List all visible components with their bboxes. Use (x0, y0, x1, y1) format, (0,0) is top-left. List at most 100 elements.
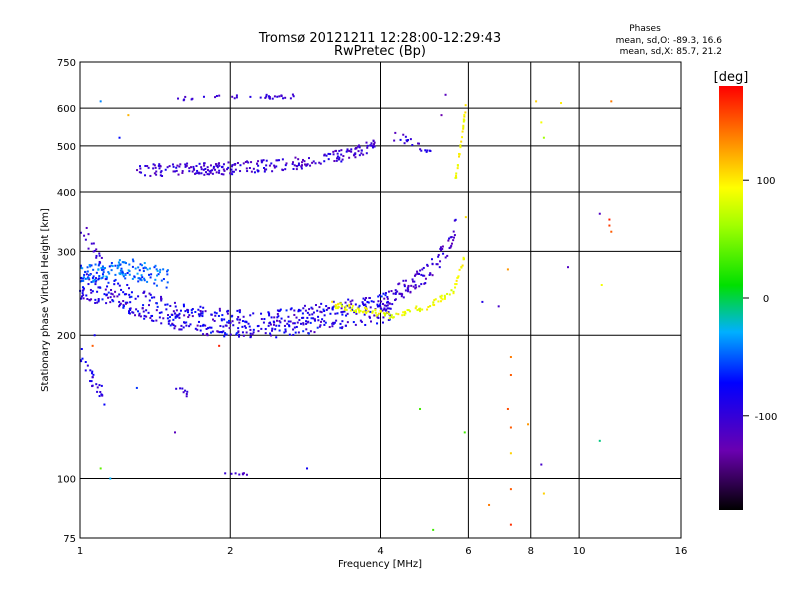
data-point (209, 171, 212, 174)
data-point (328, 326, 331, 329)
data-point (92, 279, 95, 282)
data-point (86, 364, 89, 367)
data-point (390, 314, 393, 317)
data-point (415, 286, 418, 289)
data-point (175, 309, 178, 312)
data-point (341, 313, 344, 316)
data-point (109, 301, 112, 304)
data-point (372, 146, 375, 149)
data-point (222, 325, 225, 328)
data-point (90, 281, 93, 284)
data-point (186, 311, 189, 314)
data-point (409, 138, 412, 141)
data-point (300, 165, 303, 168)
data-point (455, 176, 458, 179)
data-point (108, 265, 111, 268)
data-point (223, 335, 226, 338)
y-tick-labels: 75 100 200 300 400 500 600 750 (57, 58, 76, 545)
data-point (95, 383, 98, 386)
data-point (309, 321, 312, 324)
data-point (323, 310, 326, 313)
data-point (113, 295, 116, 298)
data-point (156, 305, 159, 308)
data-point (305, 320, 308, 323)
data-point (400, 295, 403, 298)
x-tick-labels: 1 2 4 6 8 10 16 (77, 546, 688, 557)
data-point (374, 311, 377, 314)
data-point (310, 317, 313, 320)
data-point (138, 269, 141, 272)
data-point (212, 318, 215, 321)
data-point (358, 146, 361, 149)
data-point (453, 234, 456, 237)
data-point (394, 291, 397, 294)
data-point (271, 327, 274, 330)
data-point (102, 271, 105, 274)
data-point (383, 314, 386, 317)
data-point (239, 164, 242, 167)
data-point (278, 329, 281, 332)
data-point (97, 298, 100, 301)
data-point (312, 160, 315, 163)
data-point (542, 492, 545, 495)
data-point (323, 320, 326, 323)
data-point (153, 282, 156, 285)
data-point (137, 266, 140, 269)
data-point (373, 141, 376, 144)
data-point (331, 325, 334, 328)
data-point (227, 161, 230, 164)
data-point (421, 274, 424, 277)
data-point (437, 253, 440, 256)
data-point (280, 94, 283, 97)
data-point (177, 314, 180, 317)
data-point (210, 313, 213, 316)
data-point (210, 326, 213, 329)
data-point (155, 268, 158, 271)
data-point (128, 312, 131, 315)
data-point (318, 325, 321, 328)
data-point (123, 261, 126, 264)
data-point (372, 300, 375, 303)
data-point (143, 279, 146, 282)
data-point (497, 305, 500, 308)
data-point (202, 333, 205, 336)
data-point (431, 274, 434, 277)
data-point (234, 168, 237, 171)
data-point (214, 96, 217, 99)
data-point (79, 297, 82, 300)
data-point (221, 331, 224, 334)
data-point (114, 273, 117, 276)
data-point (111, 299, 114, 302)
data-point (383, 297, 386, 300)
data-point (305, 164, 308, 167)
data-point (107, 291, 110, 294)
data-point (318, 306, 321, 309)
data-point (227, 321, 230, 324)
data-point (283, 319, 286, 322)
data-point (189, 323, 192, 326)
data-point (454, 286, 457, 289)
data-point (220, 318, 223, 321)
x-tick-label: 4 (377, 546, 383, 557)
data-point (325, 154, 328, 157)
data-point (458, 268, 461, 271)
data-point (82, 286, 85, 289)
data-point (256, 162, 259, 165)
data-point (456, 164, 459, 167)
data-point (213, 311, 216, 314)
data-point (302, 330, 305, 333)
data-point (373, 314, 376, 317)
data-point (354, 156, 357, 159)
data-point (269, 332, 272, 335)
data-point (179, 387, 182, 390)
colorbar-tick-label: 0 (763, 294, 769, 305)
data-point (364, 298, 367, 301)
data-point (154, 278, 157, 281)
data-point (396, 290, 399, 293)
data-point (386, 307, 389, 310)
data-point (260, 327, 263, 330)
data-point (363, 310, 366, 313)
data-point (155, 173, 158, 176)
data-point (270, 316, 273, 319)
data-point (128, 273, 131, 276)
